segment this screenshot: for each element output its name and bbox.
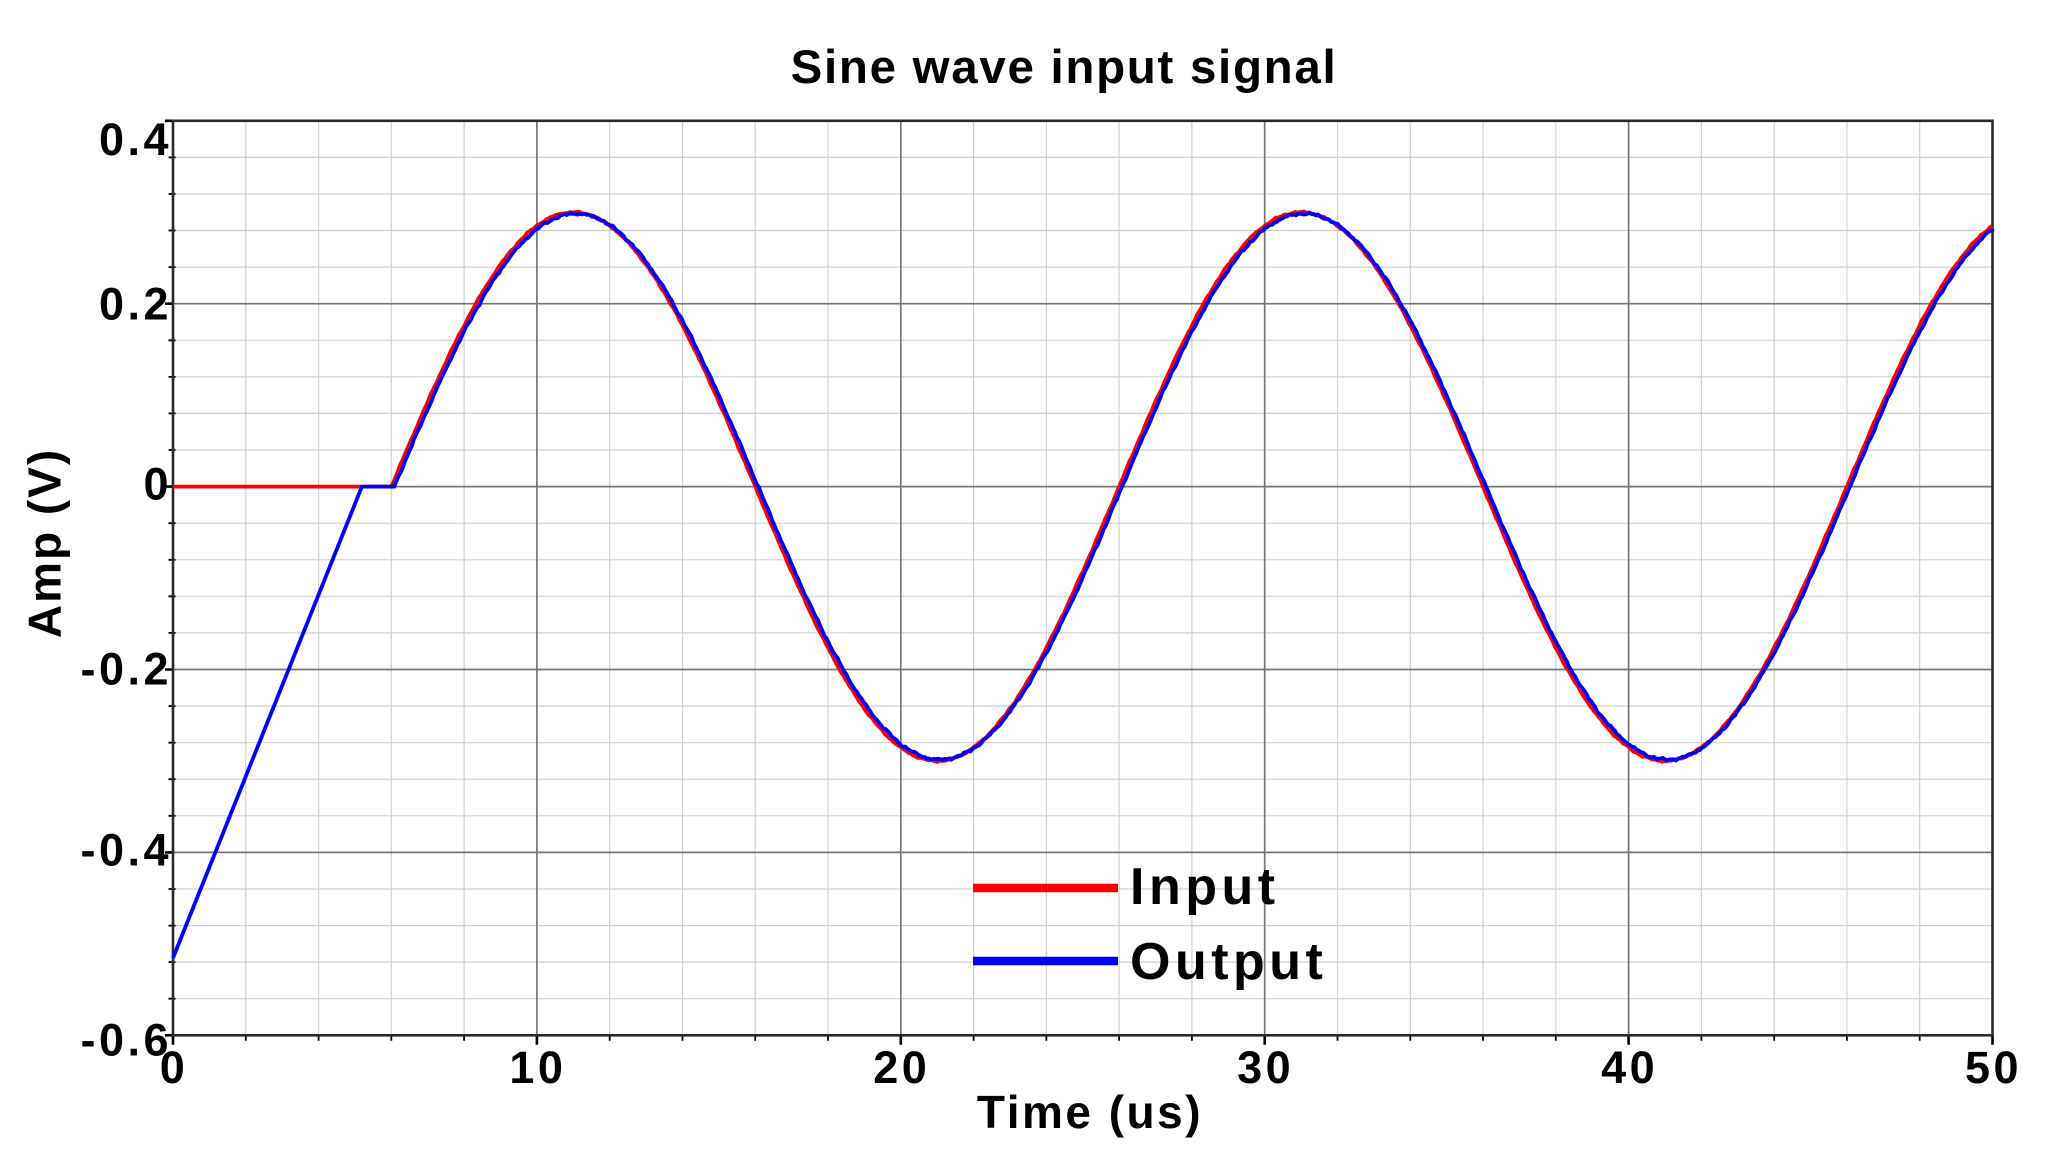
svg-text:Input: Input [1130,858,1280,916]
svg-text:Output: Output [1130,933,1327,991]
svg-text:Time (us): Time (us) [977,1086,1203,1138]
svg-text:-0.2: -0.2 [80,644,172,695]
svg-text:20: 20 [873,1042,930,1093]
svg-text:10: 10 [509,1042,566,1093]
svg-text:0: 0 [160,1042,189,1093]
svg-text:Sine wave input signal: Sine wave input signal [791,41,1338,94]
svg-text:-0.4: -0.4 [80,825,172,876]
svg-text:0.4: 0.4 [99,114,172,165]
svg-text:50: 50 [1965,1042,2022,1093]
svg-text:30: 30 [1237,1042,1294,1093]
svg-text:40: 40 [1601,1042,1658,1093]
svg-text:0.2: 0.2 [99,278,172,329]
svg-text:0: 0 [143,458,172,509]
svg-text:Amp (V): Amp (V) [19,448,71,638]
svg-text:-0.6: -0.6 [80,1015,172,1066]
